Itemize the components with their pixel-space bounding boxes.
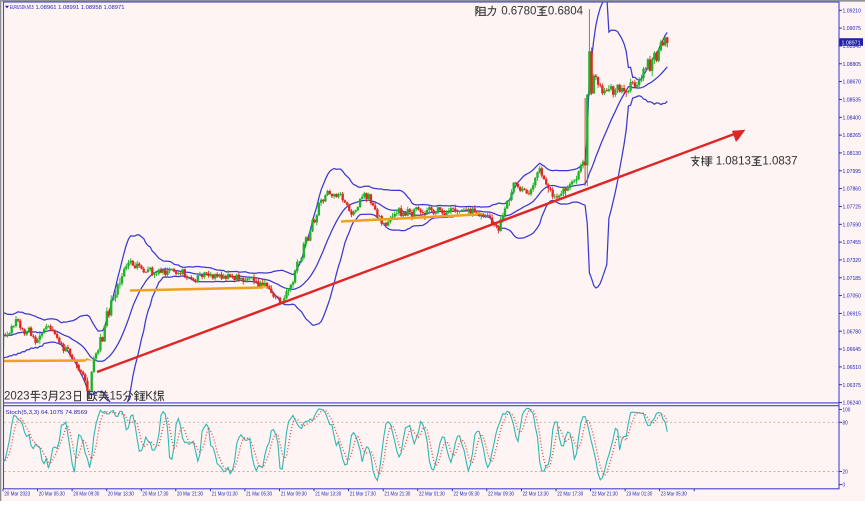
svg-text:1.08400: 1.08400 [843, 115, 862, 121]
svg-text:20 Mar 05:30: 20 Mar 05:30 [39, 492, 65, 498]
svg-text:1.07050: 1.07050 [843, 294, 862, 300]
svg-text:20 Mar 17:30: 20 Mar 17:30 [142, 492, 168, 498]
svg-text:1.07590: 1.07590 [843, 222, 862, 228]
svg-text:22 Mar 17:30: 22 Mar 17:30 [557, 492, 583, 498]
svg-text:1.07455: 1.07455 [843, 240, 862, 246]
svg-text:2023: 2023 [4, 391, 30, 403]
svg-text:1.0837: 1.0837 [762, 156, 797, 168]
svg-text:20 Mar 2023: 20 Mar 2023 [4, 492, 30, 498]
svg-text:22 Mar 21:30: 22 Mar 21:30 [592, 492, 618, 498]
svg-text:1.08130: 1.08130 [843, 151, 862, 157]
svg-text:1.08971: 1.08971 [842, 40, 861, 46]
svg-text:1.08670: 1.08670 [843, 80, 862, 86]
svg-text:EURUSD#,M15: EURUSD#,M15 [10, 5, 34, 11]
svg-text:1.08940: 1.08940 [843, 44, 862, 50]
svg-text:20 Mar 09:30: 20 Mar 09:30 [73, 492, 99, 498]
svg-text:1.07995: 1.07995 [843, 169, 862, 175]
svg-text:20: 20 [843, 470, 848, 476]
svg-text:23 Mar 01:30: 23 Mar 01:30 [626, 492, 652, 498]
svg-text:1.06510: 1.06510 [843, 365, 862, 371]
svg-text:21 Mar 21:30: 21 Mar 21:30 [384, 492, 410, 498]
svg-text:1.06645: 1.06645 [843, 347, 862, 353]
svg-text:1.06240: 1.06240 [843, 401, 862, 407]
svg-text:22 Mar 01:30: 22 Mar 01:30 [419, 492, 445, 498]
svg-text:23 Mar 05:30: 23 Mar 05:30 [661, 492, 687, 498]
svg-text:1.07725: 1.07725 [843, 205, 862, 211]
svg-text:80: 80 [843, 420, 848, 426]
svg-text:1.06915: 1.06915 [843, 312, 862, 318]
svg-text:1.07860: 1.07860 [843, 187, 862, 193]
svg-text:1.08535: 1.08535 [843, 98, 862, 104]
svg-text:0.6780: 0.6780 [501, 6, 536, 18]
svg-text:22 Mar 05:30: 22 Mar 05:30 [454, 492, 480, 498]
svg-text:1.08805: 1.08805 [843, 62, 862, 68]
svg-text:1.07320: 1.07320 [843, 258, 862, 264]
svg-text:1.09210: 1.09210 [843, 8, 862, 14]
svg-text:20 Mar 13:30: 20 Mar 13:30 [108, 492, 134, 498]
svg-text:15: 15 [110, 391, 123, 403]
svg-text:Stoch(5,3,3) 64.1075 74.8569: Stoch(5,3,3) 64.1075 74.8569 [6, 410, 88, 416]
svg-text:1.09075: 1.09075 [843, 26, 862, 32]
svg-text:1.08961 1.08991 1.08958 1.0897: 1.08961 1.08991 1.08958 1.08971 [36, 5, 125, 11]
svg-text:21 Mar 05:30: 21 Mar 05:30 [246, 492, 272, 498]
svg-text:1.07185: 1.07185 [843, 276, 862, 282]
svg-text:22 Mar 09:30: 22 Mar 09:30 [488, 492, 514, 498]
svg-text:0: 0 [843, 483, 846, 489]
svg-text:20 Mar 21:30: 20 Mar 21:30 [177, 492, 203, 498]
svg-text:22 Mar 13:30: 22 Mar 13:30 [523, 492, 549, 498]
svg-text:1.08265: 1.08265 [843, 133, 862, 139]
svg-text:21 Mar 13:30: 21 Mar 13:30 [315, 492, 341, 498]
svg-text:21 Mar 17:30: 21 Mar 17:30 [350, 492, 376, 498]
svg-text:100: 100 [843, 408, 851, 414]
svg-text:21 Mar 09:30: 21 Mar 09:30 [281, 492, 307, 498]
svg-text:K: K [145, 391, 153, 403]
svg-text:0.6804: 0.6804 [548, 6, 584, 18]
svg-text:1.0813: 1.0813 [716, 156, 751, 168]
svg-text:21 Mar 01:30: 21 Mar 01:30 [212, 492, 238, 498]
svg-text:1.06375: 1.06375 [843, 383, 862, 389]
svg-text:23: 23 [59, 391, 72, 403]
svg-text:3: 3 [41, 391, 47, 403]
svg-text:1.06780: 1.06780 [843, 329, 862, 335]
